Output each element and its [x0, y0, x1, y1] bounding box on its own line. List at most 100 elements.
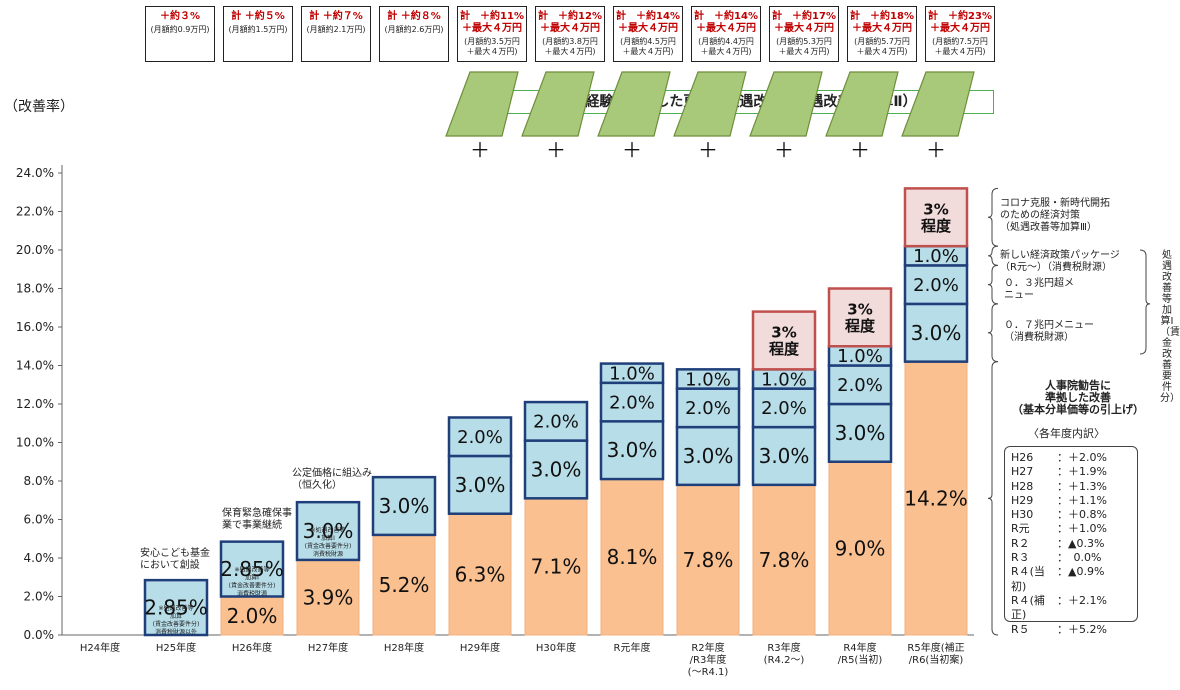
vertical-label: 処遇改善等加算Ⅰ（賃金改善要件分）: [1160, 250, 1180, 404]
breakdown-value: ：＋5.2%: [1057, 622, 1107, 636]
bar-value-label: 9.0%: [835, 536, 886, 560]
header-box-amount: (月額約2.1万円): [306, 25, 366, 34]
bar-value-label: 2.0%: [837, 375, 883, 396]
bar-segment: [448, 513, 512, 636]
brace-vertical: [1139, 249, 1151, 355]
bar-value-label: 1.0%: [685, 369, 731, 390]
bar-value-label: 3.0%: [759, 444, 810, 468]
y-tick-label: 6.0%: [24, 513, 55, 527]
trapezoid-arrow: [521, 71, 595, 137]
x-tick-label: (～R4.1): [688, 667, 729, 678]
breakdown-row: R元 ：＋1.0%: [1011, 522, 1131, 536]
bar-small-note: 加算Ⅰ: [321, 534, 335, 542]
x-tick-label: H24年度: [80, 641, 120, 654]
x-tick-label: H27年度: [308, 641, 348, 654]
trapezoid-arrow: [445, 71, 519, 137]
bar-value-label: 7.1%: [531, 555, 582, 579]
header-box: 計 ＋約11% ＋最大４万円 (月額約3.5万円 ＋最大４万円): [457, 6, 527, 62]
bar-value-label: 3.0%: [303, 519, 354, 543]
bar-value-label: 7.8%: [759, 548, 810, 572]
header-box: 計 ＋約14% ＋最大４万円 (月額約4.4万円 ＋最大４万円): [691, 6, 761, 62]
x-tick-label: R5年度(補正: [907, 641, 964, 654]
header-box-amount: (月額約0.9万円): [150, 25, 210, 34]
x-tick-label: /R3年度: [690, 653, 727, 666]
x-tick-label: H26年度: [232, 641, 272, 654]
bar-segment: [143, 578, 209, 637]
breakdown-value: ：▲0.3%: [1057, 536, 1105, 550]
header-box-rate: 計 ＋約17% ＋最大４万円: [772, 11, 836, 34]
annotation-covid: コロナ克服・新時代開拓 のための経済対策 （処遇改善等加算Ⅲ）: [1000, 198, 1110, 233]
bar-value-label: 7.8%: [683, 548, 734, 572]
bar-value-label: 3%: [847, 300, 872, 318]
y-tick-label: 10.0%: [16, 436, 54, 450]
breakdown-box: H26 ：＋2.0% H27 ：＋1.9% H28 ：＋1.3% H29 ：＋1.1% H30 ：…: [1004, 446, 1138, 636]
bar-value-label: 2.0%: [227, 604, 278, 628]
breakdown-row: R４(当初) ：▲0.9%: [1011, 565, 1131, 594]
header-box: 計 ＋約５% (月額約1.5万円): [223, 6, 293, 62]
breakdown-year: R４(補正): [1011, 593, 1045, 622]
breakdown-row: H29 ：＋1.1%: [1011, 494, 1131, 508]
bar-value-label: 5.2%: [379, 573, 430, 597]
bar-small-note: 消費税財源: [313, 550, 343, 558]
bar-value-label: 3.0%: [911, 321, 962, 345]
y-tick-label: 24.0%: [16, 166, 54, 180]
bar-value-label: 3.0%: [835, 421, 886, 445]
bar-value-label: 3%: [771, 323, 796, 341]
header-box-amount: (月額約5.7万円 ＋最大４万円): [854, 37, 910, 56]
y-tick-label: 2.0%: [24, 590, 55, 604]
breakdown-value: ：＋1.3%: [1057, 479, 1107, 493]
bar-value-label: 2.0%: [609, 392, 655, 413]
bar-segment: [675, 387, 741, 429]
breakdown-year: R元: [1011, 522, 1030, 536]
breakdown-year: R３: [1011, 551, 1030, 565]
bar-value-label: 3%: [923, 200, 948, 218]
x-tick-label: R3年度: [767, 641, 800, 654]
bar-value-label: 8.1%: [607, 545, 658, 569]
header-box-rate: 計 ＋約18% ＋最大４万円: [850, 11, 914, 34]
breakdown-year: R５: [1011, 622, 1030, 636]
brace-menu07: [987, 303, 999, 363]
annotation-new-pkg: 新しい経済政策パッケージ （R元～）（消費税財源）: [1000, 250, 1120, 273]
bar-small-note: 加算Ⅰ: [245, 574, 259, 582]
bar-value-label: 2.85%: [220, 557, 284, 581]
annotation-jinji: 人事院勧告に 準拠した改善 （基本分単価等の引上げ）: [1012, 379, 1144, 416]
bar-value-label: 2.85%: [144, 596, 208, 620]
bar-segment: [296, 559, 360, 636]
brace-new-pkg: [987, 245, 999, 266]
x-tick-label: H29年度: [460, 641, 500, 654]
brace-covid: [987, 187, 999, 247]
bar-segment: [752, 484, 816, 636]
bar-segment: [675, 368, 741, 390]
y-tick-label: 4.0%: [24, 551, 55, 565]
bar-small-note: ※処遇改善等: [310, 526, 345, 534]
plus-sign: ＋: [622, 138, 642, 162]
bar-segment: [447, 416, 513, 458]
bar-small-note: (賃金改善要件分): [305, 542, 352, 550]
bar-value-label: 3.0%: [683, 444, 734, 468]
bar-value-label: 1.0%: [837, 346, 883, 367]
header-box-amount: (月額約5.3万円 ＋最大４万円): [776, 37, 832, 56]
bar-small-note: ※処遇改善等: [234, 566, 269, 574]
bar-value-label: 2.0%: [913, 275, 959, 296]
plus-sign: ＋: [774, 138, 794, 162]
bar-segment: [828, 461, 892, 636]
bar-segment: [827, 364, 893, 406]
header-box: 計 ＋約18% ＋最大４万円 (月額約5.7万円 ＋最大４万円): [847, 6, 917, 62]
y-tick-label: 12.0%: [16, 397, 54, 411]
header-box-amount: (月額約4.4万円 ＋最大４万円): [698, 37, 754, 56]
bar-segment: [523, 400, 589, 442]
breakdown-year: H30: [1011, 508, 1034, 522]
x-tick-label: R2年度: [691, 641, 724, 654]
breakdown-value: ：▲0.9%: [1057, 565, 1105, 579]
bar-segment: [904, 361, 968, 636]
x-tick-label: H28年度: [384, 641, 424, 654]
bar-segment: [600, 478, 664, 636]
bar-value-label: 1.0%: [913, 246, 959, 267]
bar-value-label: 3.0%: [531, 457, 582, 481]
bar-small-note: (賃金改善要件分): [229, 582, 276, 590]
bar-segment: [599, 381, 665, 423]
bar-segment: [599, 362, 665, 385]
x-tick-label: R4年度: [843, 641, 876, 654]
bar-segment: [371, 475, 437, 537]
